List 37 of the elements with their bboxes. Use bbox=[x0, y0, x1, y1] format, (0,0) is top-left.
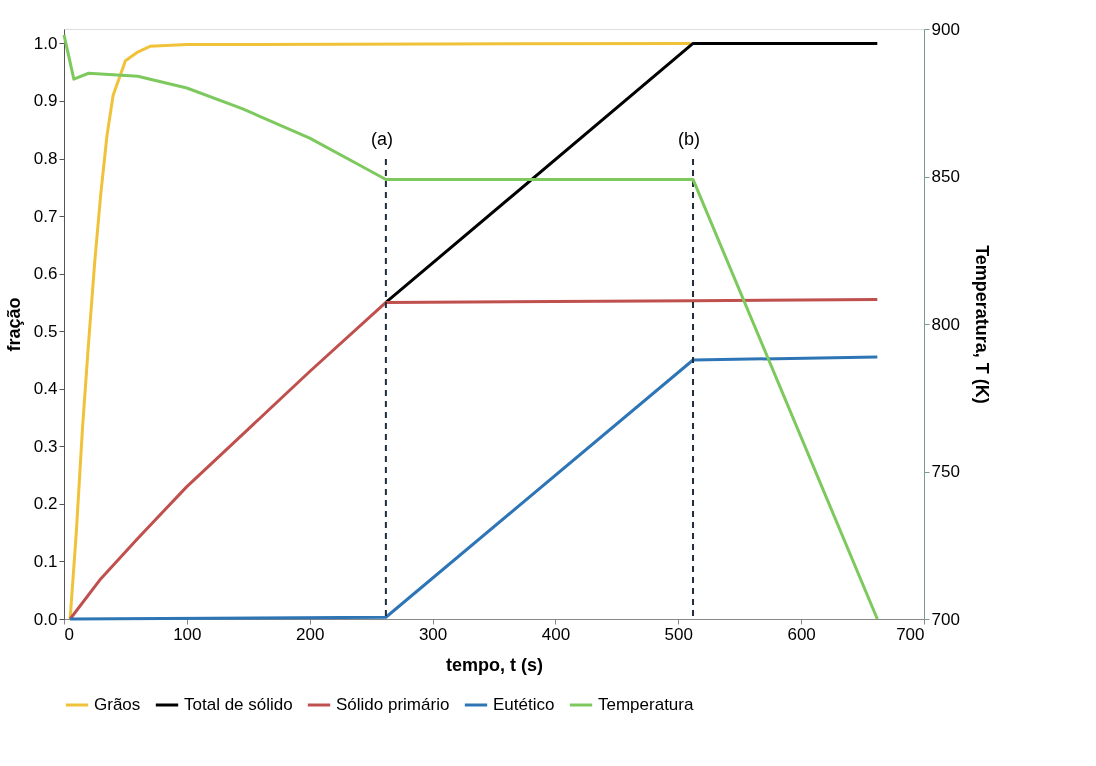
y2-tick-label: 900 bbox=[931, 19, 960, 39]
y-tick-label: 1.0 bbox=[33, 33, 58, 53]
line-series bbox=[68, 355, 879, 621]
y2-tick-label: 700 bbox=[931, 609, 960, 629]
x-tick-label: 200 bbox=[296, 624, 325, 644]
y-tick-label: 0.9 bbox=[33, 91, 58, 111]
ref-line-label: (b) bbox=[678, 129, 701, 149]
y-tick-label: 0.3 bbox=[33, 436, 58, 456]
y2-tick-label: 850 bbox=[931, 167, 960, 186]
y-tick-label: 0.7 bbox=[33, 206, 58, 226]
line-series bbox=[68, 298, 879, 621]
y2-tick-label: 800 bbox=[931, 314, 960, 334]
y-axis-title: fração bbox=[3, 297, 24, 352]
y-tick-label: 0.2 bbox=[33, 494, 58, 514]
x-axis-title: tempo, t (s) bbox=[446, 654, 543, 675]
line-series bbox=[62, 33, 879, 621]
x-tick-label: 100 bbox=[173, 624, 202, 644]
y-tick-label: 0.5 bbox=[33, 321, 58, 341]
legend-label: Temperatura bbox=[598, 695, 694, 714]
y-tick-label: 0.8 bbox=[33, 149, 58, 169]
x-tick-label: 400 bbox=[541, 624, 571, 644]
legend-label: Sólido primário bbox=[336, 695, 450, 714]
ref-line-label: (a) bbox=[370, 129, 393, 149]
y2-tick-label: 750 bbox=[931, 462, 960, 481]
y2-axis-title: Temperatura, T (K) bbox=[971, 245, 992, 404]
y-tick-label: 0.4 bbox=[33, 379, 58, 399]
legend-label: Grãos bbox=[94, 695, 141, 714]
x-tick-label: 300 bbox=[418, 624, 448, 644]
x-tick-label: 0 bbox=[64, 624, 74, 644]
x-tick-label: 500 bbox=[664, 624, 693, 644]
y-tick-label: 0.6 bbox=[33, 264, 58, 284]
legend-label: Total de sólido bbox=[184, 695, 293, 714]
y-tick-label: 0.1 bbox=[33, 551, 58, 571]
y-tick-label: 0.0 bbox=[33, 609, 58, 629]
x-tick-label: 700 bbox=[896, 624, 925, 644]
legend-label: Eutético bbox=[493, 695, 555, 714]
x-tick-label: 600 bbox=[787, 624, 816, 644]
